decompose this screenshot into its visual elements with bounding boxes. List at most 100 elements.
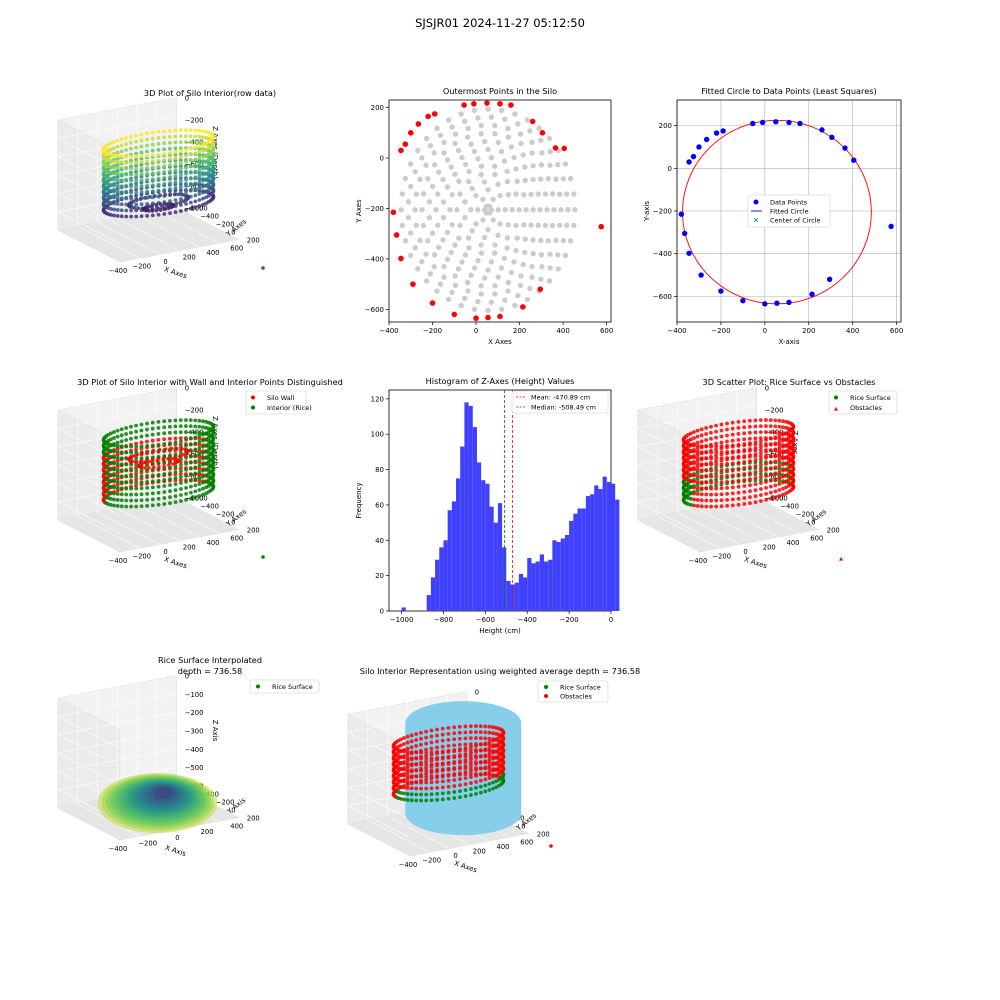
- cloud-point: [184, 207, 188, 212]
- silo-point: [480, 217, 486, 223]
- cloud-point: [478, 790, 483, 795]
- silo-point: [498, 306, 505, 312]
- cloud-point: [753, 452, 758, 457]
- cloud-point: [446, 732, 451, 736]
- cloud-point: [145, 492, 150, 496]
- legend-marker-center: ×: [753, 216, 760, 225]
- silo-point: [465, 178, 472, 185]
- cloud-point: [487, 724, 492, 729]
- histogram-bar: [543, 561, 549, 611]
- histogram-bar: [426, 595, 431, 611]
- cloud-point: [768, 484, 773, 489]
- cloud-point: [162, 188, 167, 192]
- cloud-point: [151, 458, 155, 463]
- histogram-bar: [514, 582, 519, 611]
- cloud-point: [156, 130, 161, 134]
- cloud-point: [115, 150, 120, 155]
- y-tick-label: 120: [371, 395, 384, 403]
- cloud-point: [201, 480, 205, 485]
- silo-point: [485, 307, 491, 314]
- silo-point: [513, 247, 519, 254]
- x-axis-label: X-axis: [779, 338, 800, 346]
- cloud-point: [173, 436, 178, 441]
- cloud-point: [748, 471, 752, 476]
- cloud-point: [429, 762, 434, 767]
- cloud-point: [487, 782, 492, 786]
- cloud-point: [115, 498, 120, 502]
- x-tick-label: 200: [183, 254, 196, 262]
- cloud-point: [139, 498, 144, 503]
- cloud-point: [184, 134, 188, 138]
- cloud-point: [115, 154, 120, 158]
- cloud-point: [197, 128, 202, 133]
- cloud-point: [124, 178, 129, 183]
- cloud-point: [736, 438, 741, 442]
- cloud-point: [424, 750, 429, 755]
- cloud-point: [414, 786, 419, 791]
- cloud-point: [204, 491, 209, 496]
- silo-point: [529, 150, 535, 156]
- cloud-point: [753, 464, 758, 469]
- silo-point: [423, 162, 429, 168]
- cloud-point: [112, 146, 116, 150]
- cloud-point: [469, 775, 473, 779]
- x-tick-label: 600: [810, 535, 823, 543]
- cloud-point: [162, 419, 167, 424]
- cloud-point: [119, 166, 124, 171]
- silo-point: [495, 207, 501, 213]
- cloud-point: [197, 170, 202, 175]
- silo-point: [452, 131, 459, 137]
- cloud-point: [736, 490, 741, 495]
- silo-point: [555, 266, 561, 272]
- cloud-point: [138, 197, 143, 201]
- grid-line: [57, 693, 177, 749]
- cloud-point: [402, 761, 406, 766]
- cloud-point: [184, 497, 188, 502]
- cloud-point: [193, 435, 198, 440]
- silo-point: [522, 236, 528, 242]
- cloud-point: [699, 462, 704, 467]
- cloud-point: [719, 486, 724, 491]
- cloud-point: [184, 485, 188, 490]
- cloud-point: [162, 431, 167, 436]
- outlier-point: [549, 844, 553, 848]
- cloud-point: [150, 177, 155, 182]
- y-tick-label: −200: [216, 221, 235, 229]
- cloud-point: [424, 777, 428, 782]
- cloud-point: [115, 168, 120, 173]
- cloud-point: [759, 463, 763, 467]
- cloud-point: [184, 479, 188, 484]
- cloud-point: [784, 449, 789, 454]
- cloud-point: [463, 794, 468, 799]
- cloud-point: [184, 461, 188, 466]
- x-tick-label: 200: [513, 327, 526, 335]
- cloud-point: [201, 135, 205, 140]
- cloud-point: [736, 466, 741, 471]
- cloud-point: [135, 452, 139, 457]
- cloud-point: [725, 433, 729, 438]
- x-axis-label: X Axes: [163, 265, 188, 280]
- histogram-bar: [468, 405, 473, 611]
- cloud-point: [112, 467, 116, 472]
- cloud-point: [156, 170, 161, 175]
- cloud-point: [115, 174, 120, 179]
- legend-marker-obstacle: ▲: [834, 406, 838, 412]
- cloud-point: [398, 737, 403, 742]
- cloud-point: [405, 770, 410, 775]
- cloud-point: [115, 464, 120, 469]
- cloud-point: [440, 767, 445, 772]
- cloud-point: [145, 178, 150, 182]
- cloud-point: [742, 454, 747, 458]
- cloud-point: [469, 763, 473, 767]
- z-tick-label: −500: [185, 764, 204, 772]
- cloud-point: [115, 476, 120, 481]
- cloud-point: [491, 768, 495, 773]
- cloud-point: [440, 726, 445, 731]
- x-tick-label: −400: [667, 327, 686, 335]
- figure-title: SJSJR01 2024-11-27 05:12:50: [415, 16, 585, 30]
- cloud-point: [139, 440, 144, 445]
- silo-point: [562, 161, 569, 167]
- cloud-point: [781, 432, 785, 437]
- data-point: [718, 288, 724, 294]
- silo-point: [452, 140, 458, 147]
